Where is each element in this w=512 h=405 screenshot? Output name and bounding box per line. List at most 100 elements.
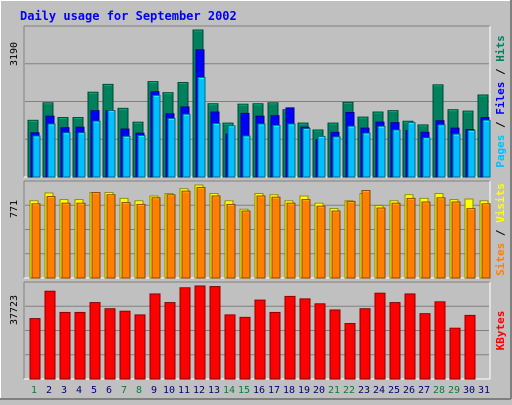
bar-pages	[422, 137, 431, 178]
bar-sites	[151, 197, 161, 279]
bar-sites	[166, 194, 176, 279]
bar-sites	[91, 192, 101, 279]
x-tick-label: 15	[238, 385, 250, 396]
x-tick-label: 12	[193, 385, 205, 396]
x-tick-label: 29	[448, 385, 460, 396]
bar-pages	[167, 117, 176, 178]
bar-pages	[452, 133, 461, 178]
x-tick-label: 17	[268, 385, 280, 396]
panel-series-label: KBytes	[494, 311, 507, 351]
bar-kbytes	[134, 314, 146, 380]
x-tick-label: 5	[91, 385, 97, 396]
bar-sites	[436, 197, 446, 279]
panel-pages-files-hits: 3190 Pages / Files / Hits	[9, 25, 507, 178]
bar-sites	[106, 194, 116, 279]
bar-sites	[346, 200, 356, 279]
bar-sites	[421, 201, 431, 279]
bar-pages	[272, 124, 281, 178]
label-files: Files	[494, 82, 507, 115]
x-tick-label: 3	[61, 385, 67, 396]
bar-kbytes	[164, 302, 176, 380]
bar-pages	[107, 110, 116, 178]
x-tick-label: 9	[151, 385, 157, 396]
bar-pages	[92, 120, 101, 178]
x-tick-label: 19	[298, 385, 310, 396]
bar-kbytes	[59, 311, 71, 380]
series-pages	[32, 76, 491, 178]
bar-kbytes	[314, 303, 326, 380]
bar-kbytes	[239, 316, 251, 380]
x-tick-label: 25	[388, 385, 400, 396]
bar-pages	[62, 132, 71, 178]
bar-pages	[212, 123, 221, 178]
bar-kbytes	[89, 302, 101, 380]
label-separator: /	[494, 115, 507, 135]
label-separator: /	[494, 223, 507, 243]
bar-pages	[347, 125, 356, 178]
y-max-label: 3190	[9, 42, 20, 66]
bar-sites	[226, 203, 236, 279]
x-tick-label: 10	[163, 385, 175, 396]
panel-series-label: Sites / Visits	[494, 183, 507, 276]
x-tick-label: 26	[403, 385, 415, 396]
y-max-label: 37723	[9, 295, 20, 325]
bar-sites	[316, 205, 326, 279]
bar-sites	[121, 202, 131, 279]
label-hits: Hits	[494, 35, 507, 62]
bar-sites	[241, 210, 251, 279]
bar-kbytes	[419, 313, 431, 380]
bar-pages	[32, 135, 41, 178]
bar-sites	[286, 202, 296, 279]
bar-pages	[407, 122, 416, 178]
bar-kbytes	[344, 323, 356, 380]
x-tick-label: 18	[283, 385, 295, 396]
bar-sites	[361, 190, 371, 279]
bar-kbytes	[74, 311, 86, 380]
bar-kbytes	[149, 293, 161, 380]
bar-kbytes	[224, 314, 236, 380]
bar-sites	[451, 201, 461, 279]
bar-sites	[331, 210, 341, 279]
bar-kbytes	[389, 302, 401, 380]
bar-kbytes	[179, 287, 191, 380]
x-tick-label: 6	[106, 385, 112, 396]
bar-sites	[391, 202, 401, 279]
bar-pages	[227, 125, 236, 178]
bar-kbytes	[284, 295, 296, 380]
bar-pages	[77, 132, 86, 178]
bar-kbytes	[374, 292, 386, 380]
x-tick-label: 22	[343, 385, 355, 396]
bar-sites	[61, 202, 71, 279]
chart-title: Daily usage for September 2002	[20, 9, 237, 23]
bar-sites	[196, 187, 206, 279]
x-tick-label: 7	[121, 385, 127, 396]
x-tick-label: 23	[358, 385, 370, 396]
bar-pages	[467, 129, 476, 178]
bar-pages	[197, 76, 206, 178]
panel-kbytes: 37723 KBytes	[9, 281, 507, 380]
bar-kbytes	[254, 299, 266, 380]
panel-sites-visits: 771 Sites / Visits	[9, 180, 507, 279]
bar-pages	[287, 123, 296, 178]
bar-kbytes	[464, 314, 476, 380]
bar-pages	[182, 113, 191, 178]
x-tick-label: 31	[478, 385, 490, 396]
x-tick-label: 1	[31, 385, 37, 396]
bar-pages	[392, 129, 401, 178]
bar-sites	[481, 203, 491, 279]
bar-pages	[302, 128, 311, 178]
bar-pages	[437, 124, 446, 178]
label-kbytes: KBytes	[494, 311, 507, 351]
bar-kbytes	[104, 308, 116, 380]
bar-kbytes	[119, 310, 131, 380]
x-tick-label: 14	[223, 385, 235, 396]
bar-kbytes	[209, 286, 221, 380]
bar-kbytes	[404, 293, 416, 380]
bar-sites	[136, 203, 146, 279]
x-tick-label: 13	[208, 385, 220, 396]
x-tick-label: 30	[463, 385, 475, 396]
series-kbytes	[29, 285, 476, 380]
bar-sites	[31, 203, 41, 279]
